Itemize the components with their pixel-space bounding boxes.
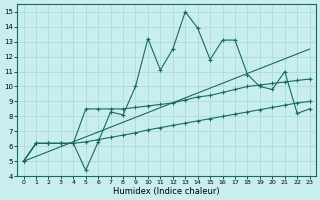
X-axis label: Humidex (Indice chaleur): Humidex (Indice chaleur) — [113, 187, 220, 196]
